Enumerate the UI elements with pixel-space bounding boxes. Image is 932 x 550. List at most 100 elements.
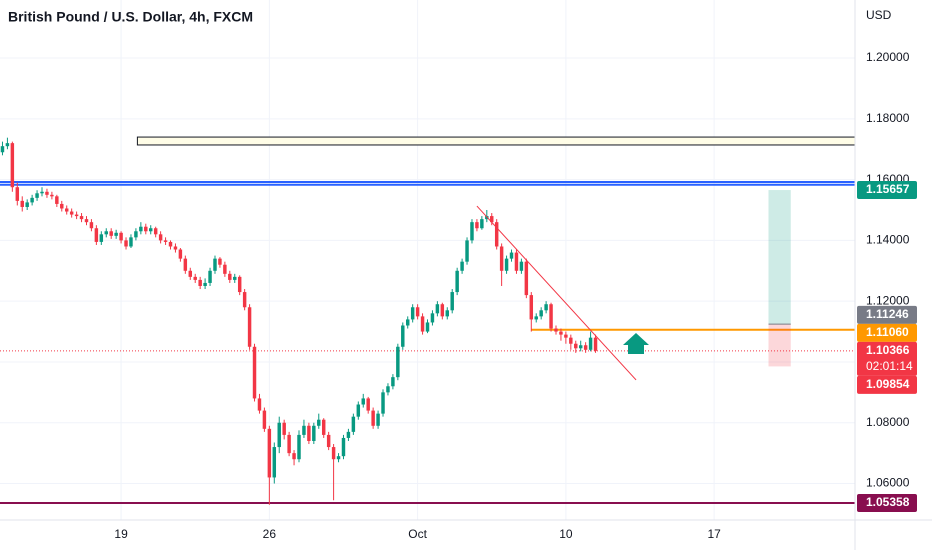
price-badge [857,494,917,513]
candle-body [277,422,281,448]
price-badge-label: 1.11060 [866,325,909,339]
candle-body [282,422,286,435]
candle-body [50,194,54,197]
candle-body [504,258,509,271]
candle-body [391,377,395,387]
candle-body [252,346,257,399]
candle-body [134,231,138,238]
candle-body [267,428,272,478]
candle-body [317,419,321,426]
axis-unit: USD [866,8,892,22]
price-badge [857,305,917,324]
candle-body [593,337,598,351]
candle-body [129,237,133,247]
candle-body [583,345,588,350]
candle-body [376,413,380,426]
candle-body [262,410,267,429]
candle-body [119,232,123,241]
candle-body [396,346,400,378]
candle-body [588,337,593,350]
candle-body [163,240,168,242]
candle-body [40,191,44,194]
candle-body [578,345,583,349]
candle-body [341,437,346,457]
candle-body [55,196,59,204]
candle-body [490,216,494,223]
candle-body [346,431,351,438]
candle-body [381,392,385,414]
candle-body [208,270,212,283]
candle-body [124,240,128,247]
candle-body [455,270,459,293]
candle-body [20,200,24,207]
candle-body [173,246,178,250]
candle-body [237,276,242,293]
candle-body [223,264,227,274]
candle-body [297,434,301,460]
candle-body [139,226,143,232]
candle-body [559,331,563,335]
candle-body [499,246,504,271]
candle-body [10,143,15,188]
candle-body [450,292,454,311]
candle-body [366,398,370,411]
candle-body [25,202,29,207]
candle-body [15,187,20,201]
y-tick-label: 1.14000 [866,233,910,247]
candle-body [153,228,158,235]
candle-body [435,304,440,314]
price-badge [857,181,917,200]
candle-body [475,222,479,229]
candle-body [89,222,94,229]
price-badge [857,375,917,394]
candle-body [144,226,148,232]
price-badge-label: 1.15657 [866,182,910,196]
candle-body [99,234,104,242]
position-stop [768,324,791,367]
candle-body [257,398,262,411]
x-tick-label: 19 [114,527,128,541]
x-tick-label: Oct [408,527,427,541]
candle-body [178,249,183,259]
candle-body [494,222,499,247]
candle-body [109,231,113,236]
zone [136,136,856,146]
candle-body [60,203,64,209]
candle-body [213,258,217,271]
candle-body [529,295,534,320]
candle-body [514,252,519,271]
candle-body [386,386,390,393]
candle-body [312,425,316,441]
candle-body [415,307,420,317]
candle-body [45,191,49,195]
candle-body [94,228,99,242]
price-badge [857,323,917,342]
candle-body [64,208,69,212]
up-arrow [623,333,649,354]
candle-body [569,337,573,344]
candle-body [233,276,237,280]
candle-body [35,193,39,198]
candle-body [406,319,410,326]
x-tick-label: 17 [707,527,721,541]
grid [0,0,855,520]
x-tick-label: 10 [559,527,573,541]
candle-body [218,258,222,265]
candle-body [114,232,118,236]
candle-body [524,261,529,296]
candle-body [539,310,543,317]
candle-body [430,313,435,323]
candle-body [242,292,247,308]
candle-body [331,447,336,460]
candle-body [361,398,365,405]
candle-body [272,447,277,478]
candle-body [149,228,153,232]
candle-body [183,258,188,271]
y-tick-label: 1.12000 [866,293,910,307]
candle-body [292,453,296,460]
price-badge-label: 1.11246 [866,307,909,321]
chart-title: British Pound / U.S. Dollar, 4h, FXCM [8,9,253,25]
candle-body [544,304,548,311]
candle-body [401,325,405,347]
